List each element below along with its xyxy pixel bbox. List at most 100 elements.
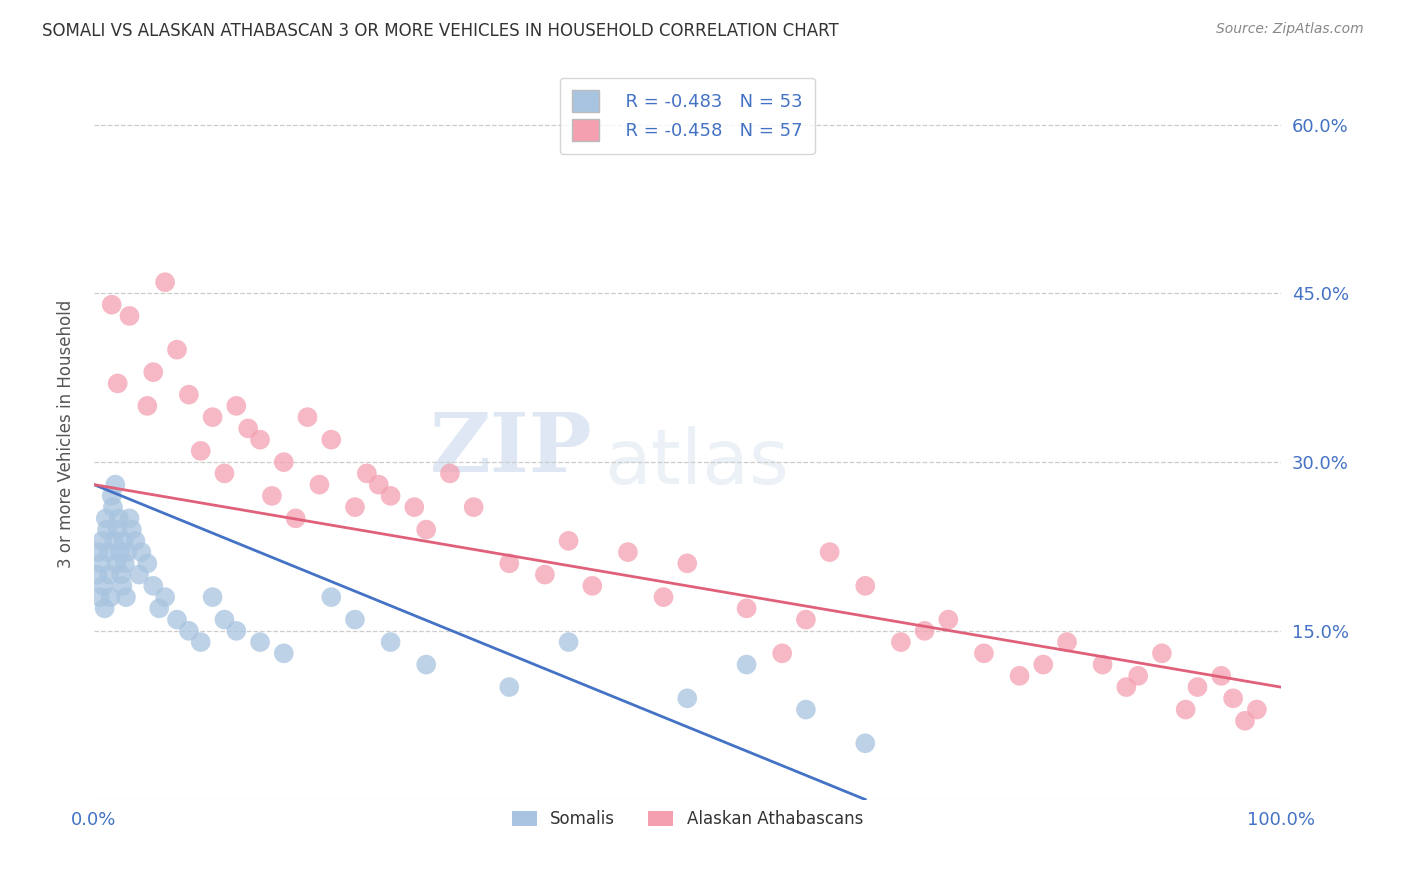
Point — [273, 455, 295, 469]
Point — [260, 489, 283, 503]
Point — [136, 557, 159, 571]
Point — [105, 557, 128, 571]
Point — [110, 567, 132, 582]
Point — [131, 545, 153, 559]
Point — [91, 533, 114, 548]
Point — [190, 635, 212, 649]
Point — [284, 511, 307, 525]
Point — [190, 443, 212, 458]
Point — [404, 500, 426, 515]
Text: Source: ZipAtlas.com: Source: ZipAtlas.com — [1216, 22, 1364, 37]
Point — [463, 500, 485, 515]
Point — [1128, 669, 1150, 683]
Point — [142, 579, 165, 593]
Point — [914, 624, 936, 638]
Point — [617, 545, 640, 559]
Point — [380, 635, 402, 649]
Point — [100, 590, 122, 604]
Point — [101, 500, 124, 515]
Point — [201, 410, 224, 425]
Point — [225, 624, 247, 638]
Point — [1008, 669, 1031, 683]
Point — [1246, 702, 1268, 716]
Point — [936, 613, 959, 627]
Point — [676, 557, 699, 571]
Point — [557, 533, 579, 548]
Point — [107, 376, 129, 391]
Point — [121, 523, 143, 537]
Point — [498, 680, 520, 694]
Point — [249, 635, 271, 649]
Point — [153, 590, 176, 604]
Point — [890, 635, 912, 649]
Point — [735, 657, 758, 672]
Point — [103, 533, 125, 548]
Point — [356, 467, 378, 481]
Point — [114, 557, 136, 571]
Point — [166, 613, 188, 627]
Point — [676, 691, 699, 706]
Point — [136, 399, 159, 413]
Point — [853, 579, 876, 593]
Text: ZIP: ZIP — [430, 409, 592, 489]
Point — [112, 533, 135, 548]
Point — [225, 399, 247, 413]
Point — [115, 590, 138, 604]
Point — [111, 579, 134, 593]
Point — [735, 601, 758, 615]
Point — [1056, 635, 1078, 649]
Point — [214, 613, 236, 627]
Point — [87, 545, 110, 559]
Point — [1091, 657, 1114, 672]
Point — [380, 489, 402, 503]
Point — [770, 646, 793, 660]
Point — [86, 567, 108, 582]
Point — [108, 545, 131, 559]
Point — [1187, 680, 1209, 694]
Point — [148, 601, 170, 615]
Point — [89, 590, 111, 604]
Point — [98, 567, 121, 582]
Point — [118, 309, 141, 323]
Text: atlas: atlas — [605, 426, 789, 500]
Point — [308, 477, 330, 491]
Point — [1174, 702, 1197, 716]
Point — [343, 500, 366, 515]
Point — [128, 567, 150, 582]
Y-axis label: 3 or more Vehicles in Household: 3 or more Vehicles in Household — [58, 300, 75, 568]
Point — [534, 567, 557, 582]
Point — [90, 557, 112, 571]
Point — [115, 545, 138, 559]
Point — [321, 590, 343, 604]
Point — [104, 477, 127, 491]
Point — [100, 489, 122, 503]
Point — [142, 365, 165, 379]
Point — [97, 545, 120, 559]
Point — [153, 275, 176, 289]
Point — [415, 523, 437, 537]
Point — [201, 590, 224, 604]
Point — [249, 433, 271, 447]
Point — [177, 624, 200, 638]
Point — [214, 467, 236, 481]
Point — [177, 387, 200, 401]
Point — [1032, 657, 1054, 672]
Point — [166, 343, 188, 357]
Point — [1150, 646, 1173, 660]
Point — [1233, 714, 1256, 728]
Point — [794, 702, 817, 716]
Point — [973, 646, 995, 660]
Point — [1115, 680, 1137, 694]
Point — [498, 557, 520, 571]
Point — [1222, 691, 1244, 706]
Point — [1211, 669, 1233, 683]
Point — [108, 511, 131, 525]
Point — [415, 657, 437, 672]
Point — [107, 523, 129, 537]
Point — [557, 635, 579, 649]
Legend: Somalis, Alaskan Athabascans: Somalis, Alaskan Athabascans — [505, 804, 870, 835]
Point — [96, 523, 118, 537]
Point — [853, 736, 876, 750]
Point — [297, 410, 319, 425]
Point — [118, 511, 141, 525]
